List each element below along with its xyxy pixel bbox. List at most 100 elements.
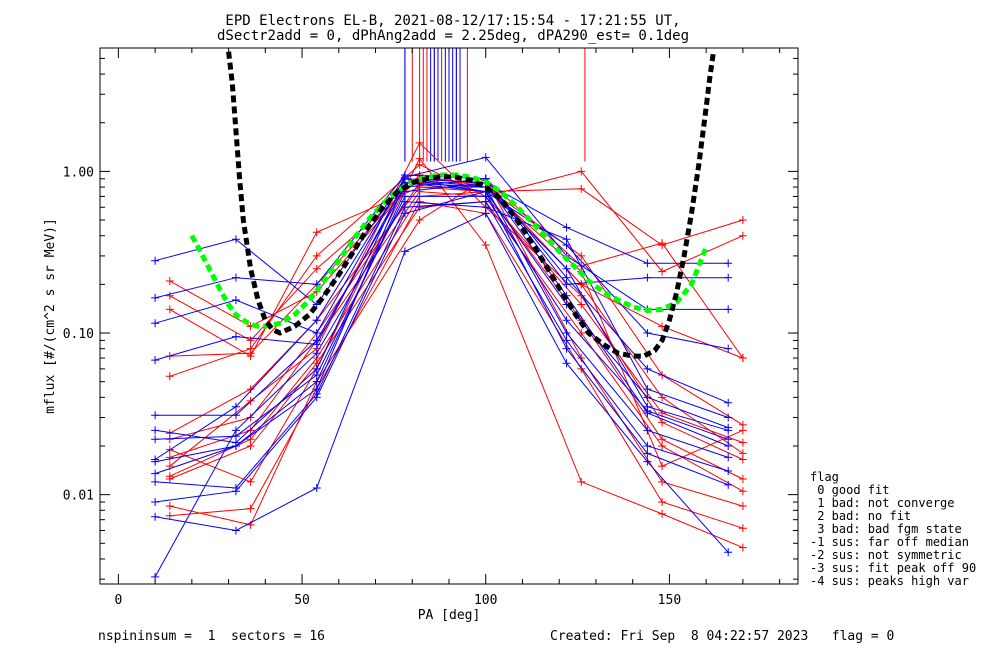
red-data-point <box>246 441 255 450</box>
blue-series-line <box>155 212 729 553</box>
blue-data-point <box>643 259 652 268</box>
red-data-point <box>658 462 667 471</box>
blue-data-point <box>724 441 733 450</box>
blue-data-point <box>151 455 160 464</box>
blue-data-point <box>724 273 733 282</box>
blue-series-line <box>154 178 729 460</box>
blue-data-point <box>643 441 652 450</box>
red-data-point <box>165 372 174 381</box>
blue-data-point <box>643 457 652 466</box>
red-data-point <box>165 305 174 314</box>
red-data-point <box>577 300 586 309</box>
blue-data-point <box>312 483 321 492</box>
red-data-point <box>312 251 321 260</box>
blue-data-point <box>231 235 240 244</box>
red-data-point <box>577 364 586 373</box>
blue-data-point <box>562 336 571 345</box>
blue-data-point <box>400 209 409 218</box>
blue-data-point <box>231 296 240 305</box>
blue-data-point <box>151 256 160 265</box>
blue-series-line <box>155 201 729 489</box>
blue-data-point <box>151 435 160 444</box>
x-tick-label: 50 <box>294 593 310 608</box>
red-data-point <box>738 354 747 363</box>
red-series-line <box>169 174 744 359</box>
blue-data-point <box>724 467 733 476</box>
red-data-point <box>738 438 747 447</box>
flag-legend: flag 0 good fit 1 bad: not converge 2 ba… <box>810 470 976 588</box>
red-data-point <box>738 426 747 435</box>
red-data-point <box>165 511 174 520</box>
blue-series-line <box>154 182 729 475</box>
red-series-line <box>169 182 744 454</box>
blue-data-point <box>643 273 652 282</box>
red-data-point <box>738 487 747 496</box>
red-data-point <box>165 453 174 462</box>
red-data-point <box>577 477 586 486</box>
x-axis-label: PA [deg] <box>418 608 481 623</box>
blue-data-point <box>643 449 652 458</box>
blue-data-point <box>151 512 160 521</box>
blue-data-point <box>643 426 652 435</box>
red-data-point <box>415 154 424 163</box>
blue-data-point <box>643 393 652 402</box>
red-data-point <box>246 504 255 513</box>
blue-data-point <box>151 477 160 486</box>
red-data-point <box>415 138 424 147</box>
blue-data-point <box>562 223 571 232</box>
blue-data-point <box>231 411 240 420</box>
legend-item: 1 bad: not converge <box>810 496 955 510</box>
blue-data-point <box>562 344 571 353</box>
red-data-point <box>658 435 667 444</box>
blue-data-point <box>481 153 490 162</box>
y-tick-label: 0.01 <box>63 489 94 504</box>
red-data-point <box>415 197 424 206</box>
x-tick-label: 100 <box>474 593 497 608</box>
blue-data-point <box>312 349 321 358</box>
blue-data-point <box>562 280 571 289</box>
red-data-point <box>658 441 667 450</box>
blue-series-line <box>154 156 729 334</box>
blue-data-point <box>562 329 571 338</box>
blue-data-point <box>724 413 733 422</box>
blue-data-point <box>724 305 733 314</box>
red-data-point <box>246 520 255 529</box>
blue-data-point <box>231 332 240 341</box>
red-data-point <box>165 502 174 511</box>
red-data-point <box>738 216 747 225</box>
legend-title: flag <box>810 470 839 484</box>
red-data-point <box>738 543 747 552</box>
red-data-point <box>246 385 255 394</box>
footer-right: Created: Fri Sep 8 04:22:57 2023 flag = … <box>550 629 894 644</box>
red-data-point <box>658 267 667 276</box>
chart-title: EPD Electrons EL-B, 2021-08-12/17:15:54 … <box>225 13 680 29</box>
red-data-point <box>577 167 586 176</box>
blue-data-point <box>724 259 733 268</box>
blue-data-point <box>231 441 240 450</box>
blue-data-point <box>724 398 733 407</box>
red-series-line <box>169 178 744 359</box>
blue-series-line <box>154 201 729 578</box>
blue-data-point <box>151 356 160 365</box>
blue-series-line <box>155 191 729 503</box>
legend-item: -4 sus: peaks high var <box>810 574 969 588</box>
red-series-line <box>169 186 744 357</box>
red-data-point <box>415 216 424 225</box>
y-tick-label: 1.00 <box>63 165 94 180</box>
y-tick-label: 0.10 <box>63 327 94 342</box>
red-data-point <box>246 413 255 422</box>
red-data-point <box>165 276 174 285</box>
red-data-point <box>481 241 490 250</box>
red-data-point <box>246 426 255 435</box>
blue-data-point <box>643 329 652 338</box>
legend-item: 3 bad: bad fgm state <box>810 522 962 536</box>
blue-data-point <box>312 336 321 345</box>
red-data-point <box>246 435 255 444</box>
blue-data-point <box>400 247 409 256</box>
red-series-line <box>169 157 744 549</box>
legend-item: 0 good fit <box>810 483 889 497</box>
blue-data-point <box>400 174 409 183</box>
blue-data-point <box>231 487 240 496</box>
blue-data-point <box>151 469 160 478</box>
